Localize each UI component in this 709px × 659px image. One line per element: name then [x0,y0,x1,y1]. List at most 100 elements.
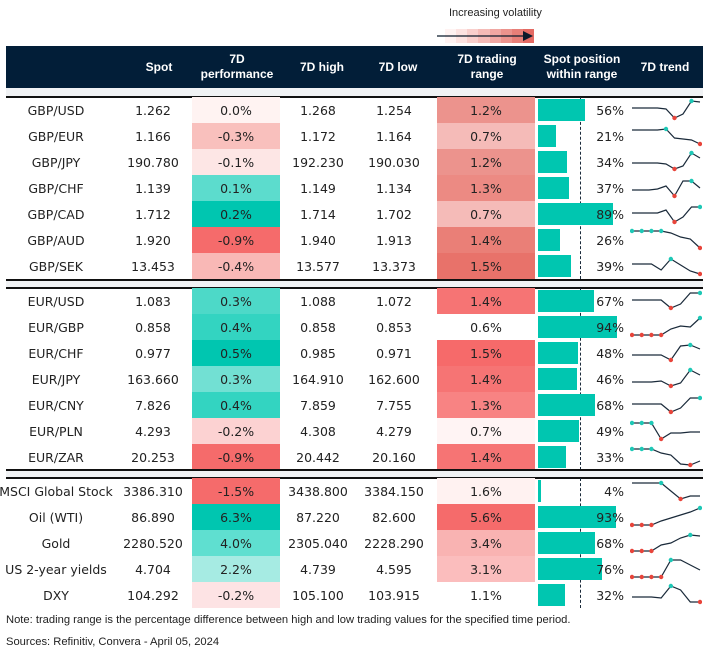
position-bar [538,290,595,312]
spot-value: 104.292 [127,587,179,603]
performance-value: -0.9% [192,227,280,253]
position-percent: 56% [596,102,624,118]
table-row: EUR/ZAR 20.253 -0.9% 20.442 20.160 1.4% 33% [0,444,709,470]
table-row: GBP/EUR 1.166 -0.3% 1.172 1.164 0.7% 21% [0,123,709,149]
sparkline-min-marker [668,383,674,389]
instrument-name: GBP/EUR [28,128,84,144]
sparkline-path [632,448,701,466]
instrument-name: MSCI Global Stock [0,483,113,499]
position-percent: 68% [596,397,624,413]
sparkline-min-marker [697,271,702,277]
performance-value: 2.2% [192,556,280,582]
trading-range-value: 0.7% [437,201,535,227]
position-percent: 32% [596,587,624,603]
position-bar [538,368,577,390]
sparkline-max-marker [649,228,654,234]
sparkline-min-marker [639,574,644,580]
instrument-name: EUR/GBP [28,319,84,335]
trend-sparkline [632,204,702,225]
position-bar [538,394,596,416]
position-percent: 67% [596,293,624,309]
low-value: 1.254 [376,102,412,118]
trend-sparkline [632,98,701,121]
midpoint-line [580,97,581,279]
high-value: 2305.040 [288,535,348,551]
sparkline-max-marker [697,204,702,210]
position-bar [538,480,542,502]
instrument-name: Gold [41,535,71,551]
instrument-name: GBP/USD [27,102,85,118]
trend-sparkline [632,395,702,415]
spot-value: 20.253 [131,449,175,465]
position-bar [538,446,566,468]
low-value: 13.373 [372,258,416,274]
table-row: Oil (WTI) 86.890 6.3% 87.220 82.600 5.6% 93% [0,504,709,530]
trend-sparkline [630,532,701,554]
high-value: 1.149 [300,180,336,196]
instrument-name: EUR/ZAR [28,449,84,465]
trading-range-value: 1.3% [437,175,535,201]
trend-sparkline [630,446,701,468]
table-row: MSCI Global Stock 3386.310 -1.5% 3438.800 33… [0,478,709,504]
trend-sparkline [632,178,701,199]
sparkline-path [632,482,700,500]
performance-value: 0.0% [192,97,280,123]
trend-sparkline [632,150,701,172]
sparkline-min-marker [649,574,654,580]
trend-sparkline [630,315,702,338]
spot-value: 0.858 [135,319,171,335]
trading-range-value: 1.2% [437,97,535,123]
position-percent: 48% [596,345,624,361]
position-percent: 33% [596,449,624,465]
arrow-right-icon [437,31,533,41]
table-row: GBP/AUD 1.920 -0.9% 1.940 1.913 1.4% 26% [0,227,709,253]
sparkline-min-marker [630,548,635,554]
sparkline-max-marker [668,583,674,589]
table-header: Spot 7D performance 7D high 7D low 7D tra… [6,46,703,88]
position-percent: 49% [596,423,624,439]
trend-sparkline [632,290,702,311]
high-value: 20.442 [296,449,340,465]
low-value: 0.971 [376,345,412,361]
trend-sparkline [632,480,700,502]
position-percent: 89% [596,206,624,222]
high-value: 1.088 [300,293,336,309]
sparkline-max-marker [663,126,669,132]
midpoint-line [580,288,581,470]
performance-value: 0.4% [192,314,280,340]
section-separator-band [6,88,703,96]
trading-range-value: 1.2% [437,149,535,175]
sparkline-max-marker [689,178,694,184]
sparkline-min-marker [672,166,677,172]
sparkline-path [632,292,700,309]
position-bar [538,177,570,199]
trading-range-value: 0.7% [437,123,535,149]
sparkline-max-marker [697,505,702,511]
sparkline-path [632,258,701,275]
instrument-name: GBP/CHF [28,180,84,196]
sparkline-min-marker [672,115,677,121]
spot-value: 1.139 [135,180,171,196]
instrument-name: GBP/SEK [28,258,84,274]
sparkline-min-marker [639,522,644,528]
sparkline-min-marker [658,436,664,442]
low-value: 1.702 [376,206,412,222]
sparkline-max-marker [639,446,644,452]
position-bar [538,584,565,606]
low-value: 1.164 [376,128,412,144]
sparkline-max-marker [689,150,694,156]
sparkline-max-marker [649,446,654,452]
trend-sparkline [630,228,702,251]
performance-value: -0.9% [192,444,280,470]
high-value: 4.308 [300,423,336,439]
sparkline-path [632,230,701,249]
sparkline-min-marker [639,548,644,554]
instrument-name: EUR/CNY [28,397,84,413]
sparkline-path [632,206,700,223]
trading-range-value: 1.3% [437,392,535,418]
performance-value: 0.3% [192,366,280,392]
table-row: US 2-year yields 4.704 2.2% 4.739 4.595 3.1% 7… [0,556,709,582]
sparkline-min-marker [668,305,674,311]
position-bar [538,506,617,528]
trading-range-value: 1.1% [437,582,535,608]
